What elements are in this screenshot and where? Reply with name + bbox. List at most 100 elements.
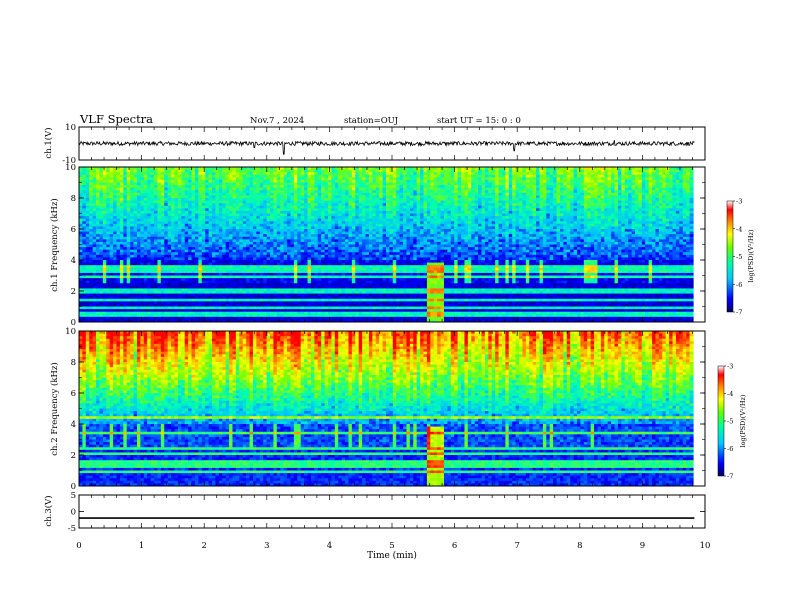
spectrogram-cell [218,272,223,277]
spectrogram-cell [92,239,97,243]
spectrogram-cell [280,236,285,240]
spectrogram-cell [307,223,312,228]
spectrogram-cell [334,187,339,191]
spectrogram-cell [198,254,203,259]
spectrogram-cell [198,179,203,184]
spectrogram-cell [150,262,155,266]
spectrogram-cell [232,213,237,217]
spectrogram-cell [259,172,264,176]
spectrogram-cell [157,187,162,191]
spectrogram-cell [290,260,295,264]
spectrogram-cell [191,262,196,266]
spectrogram-cell [82,172,87,176]
spectrogram-cell [130,285,135,290]
spectrogram-cell [239,260,244,264]
spectrogram-cell [89,200,94,204]
spectrogram-cell [259,221,264,225]
spectrogram-cell [113,319,118,322]
spectrogram-cell [150,210,155,215]
spectrogram-cell [113,306,118,310]
spectrogram-cell [310,293,315,297]
spectrogram-cell [242,267,247,271]
spectrogram-cell [256,208,261,212]
spectrogram-cell [280,288,285,292]
spectrogram-cell [160,296,165,300]
spectrogram-cell [201,236,206,240]
spectrogram-cell [239,174,244,178]
spectrogram-cell [287,200,292,204]
spectrogram-cell [147,262,152,266]
spectrogram-cell [164,198,169,202]
spectrogram-cell [116,174,121,178]
spectrogram-cell [160,229,165,233]
spectrogram-cell [184,192,189,197]
spectrogram-cell [85,239,90,243]
spectrogram-cell [177,270,182,274]
spectrogram-cell [266,283,271,287]
spectrogram-cell [164,285,169,290]
spectrogram-cell [140,316,145,321]
spectrogram-cell [232,311,237,315]
spectrogram-cell [235,195,240,199]
spectrogram-cell [143,226,148,230]
spectrogram-cell [351,293,356,297]
spectrogram-cell [140,262,145,266]
spectrogram-cell [328,254,333,259]
spectrogram-cell [270,229,275,233]
spectrogram-cell [348,252,353,256]
spectrogram-cell [154,293,159,297]
spectrogram-cell [259,275,264,279]
spectrogram-cell [239,314,244,318]
spectrogram-cell [171,177,176,181]
spectrogram-cell [270,316,275,321]
spectrogram-cell [290,203,295,207]
spectrogram-cell [201,241,206,246]
spectrogram-cell [113,223,118,228]
spectrogram-cell [147,216,152,220]
spectrogram-cell [290,236,295,240]
spectrogram-cell [130,303,135,308]
spectrogram-cell [321,203,326,207]
spectrogram-cell [198,244,203,248]
spectrogram-cell [358,275,363,279]
spectrogram-cell [106,195,111,199]
spectrogram-cell [171,200,176,204]
spectrogram-cell [232,239,237,243]
spectrogram-cell [116,316,121,321]
spectrogram-cell [287,285,292,290]
spectrogram-cell [256,270,261,274]
spectrogram-cell [188,205,193,209]
spectrogram-cell [293,267,298,271]
spectrogram-cell [355,283,360,287]
spectrogram-cell [177,301,182,305]
spectrogram-cell [212,254,217,259]
spectrogram-cell [96,198,101,202]
spectrogram-cell [276,190,281,194]
spectrogram-cell [167,296,172,300]
spectrogram-cell [106,208,111,212]
spectrogram-cell [194,210,199,215]
spectrogram-cell [324,200,329,204]
spectrogram-cell [160,192,165,197]
spectrogram-cell [133,174,138,178]
spectrogram-cell [229,260,234,264]
spectrogram-cell [184,311,189,315]
spectrogram-cell [119,275,124,279]
spectrogram-cell [266,187,271,191]
spectrogram-cell [126,298,131,302]
spectrogram-cell [341,285,346,290]
spectrogram-cell [324,252,329,256]
spectrogram-cell [270,182,275,186]
spectrogram-cell [270,319,275,322]
spectrogram-cell [351,203,356,207]
spectrogram-cell [225,265,230,269]
spectrogram-cell [293,285,298,290]
spectrogram-cell [130,254,135,259]
spectrogram-cell [208,265,213,269]
spectrogram-cell [194,231,199,235]
spectrogram-cell [109,285,114,290]
spectrogram-cell [150,190,155,194]
spectrogram-cell [259,241,264,246]
spectrogram-cell [293,316,298,321]
spectrogram-cell [126,185,131,189]
